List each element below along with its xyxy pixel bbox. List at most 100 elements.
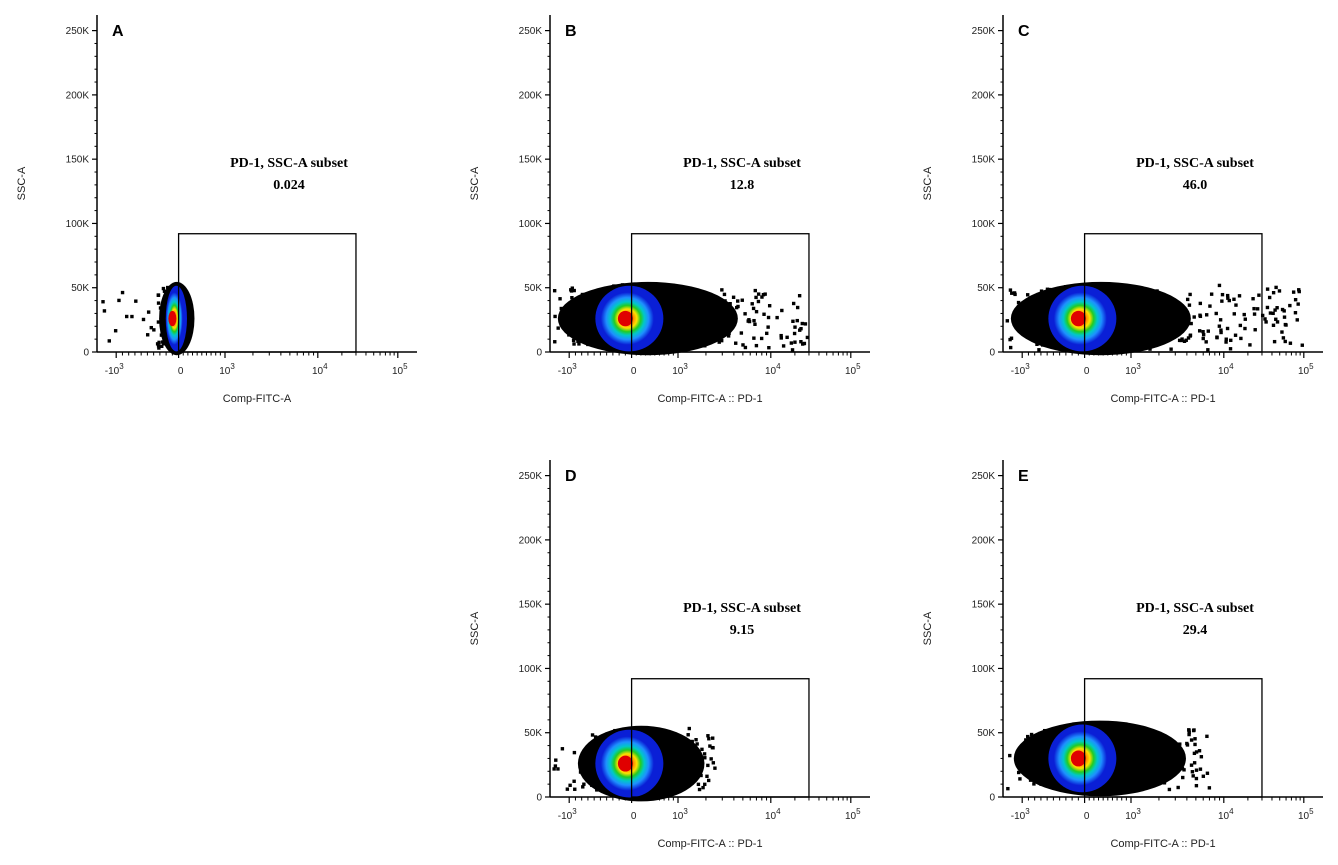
gate-name: PD-1, SSC-A subset [683, 156, 801, 171]
y-tick-label: 150K [972, 600, 996, 611]
event-dot [559, 306, 563, 311]
y-tick-label: 250K [66, 26, 90, 37]
event-dot [577, 342, 581, 346]
event-dot [1187, 728, 1191, 733]
event-dot [1189, 321, 1193, 326]
y-tick-label: 100K [972, 219, 996, 230]
event-dot [1275, 306, 1279, 310]
y-tick-label: 50K [71, 283, 89, 294]
event-dot [572, 750, 577, 755]
event-dot [1288, 341, 1293, 345]
event-dot [1197, 749, 1202, 753]
event-dot [754, 343, 759, 348]
event-dot [1006, 786, 1010, 791]
event-dot [767, 304, 772, 308]
event-dot [1219, 330, 1223, 335]
density-peak [168, 310, 177, 327]
event-dot [795, 305, 800, 310]
event-dot [753, 322, 757, 327]
event-dot [751, 306, 756, 311]
event-dot [1178, 742, 1182, 746]
event-dot [117, 298, 121, 303]
event-dot [572, 342, 576, 346]
x-tick-label: 0 [631, 811, 637, 822]
event-dot [1296, 302, 1300, 306]
event-dot [1184, 338, 1188, 342]
event-dot [703, 756, 707, 760]
event-dot [792, 331, 797, 336]
event-dot [1207, 786, 1212, 790]
event-dot [736, 304, 740, 309]
event-dot [1280, 330, 1284, 334]
gate-rectangle [1083, 678, 1263, 798]
gate-rectangle [630, 678, 810, 798]
event-dot [1260, 313, 1265, 318]
event-dot [803, 322, 808, 326]
event-dot [565, 787, 570, 791]
event-dot [1201, 329, 1205, 334]
event-dot [572, 779, 576, 783]
event-dot [1186, 336, 1191, 340]
event-dot [162, 289, 167, 293]
event-dot [701, 785, 705, 790]
event-dot [1182, 339, 1187, 343]
event-dot [1025, 734, 1030, 739]
event-dot [1220, 299, 1224, 303]
event-dot [590, 733, 595, 737]
event-dot [1192, 315, 1196, 319]
event-dot [1177, 338, 1182, 343]
panel-e: 0 50K 100K 150K 200K 250K -103 0 103 104 105 Comp-F… [922, 460, 1323, 850]
event-dot [581, 785, 585, 789]
event-dot [558, 297, 562, 301]
event-dot [793, 325, 797, 329]
event-dot [753, 288, 757, 293]
event-dot [1010, 291, 1014, 295]
event-dot [1190, 770, 1195, 774]
event-dot [1016, 770, 1021, 775]
event-dot [1218, 318, 1223, 322]
event-dot [1189, 738, 1194, 742]
event-dot [1192, 728, 1196, 732]
x-tick-label: 0 [631, 366, 637, 377]
event-dot [1283, 339, 1287, 344]
event-dot [1297, 288, 1301, 292]
event-dot [713, 766, 717, 770]
y-tick-label: 100K [66, 219, 90, 230]
y-tick-label: 150K [519, 600, 543, 611]
event-dot [722, 292, 727, 297]
event-dot [152, 328, 156, 332]
event-dot [1227, 298, 1231, 303]
event-dot [156, 320, 161, 324]
y-tick-label: 200K [519, 535, 543, 546]
event-dot [560, 747, 565, 751]
y-tick-label: 0 [536, 793, 542, 804]
event-dot [556, 326, 560, 330]
event-dot [800, 321, 804, 326]
y-tick-label: 200K [519, 90, 543, 101]
event-dot [1208, 304, 1212, 308]
event-dot [1215, 335, 1219, 339]
event-dot [750, 302, 754, 306]
gate-percent: 9.15 [730, 623, 755, 638]
gate-rectangle [630, 233, 810, 353]
x-tick-label: 104 [1218, 807, 1234, 822]
panel-letter: B [565, 23, 577, 40]
event-dot [706, 763, 710, 768]
event-dot [1187, 730, 1191, 735]
x-tick-label: 105 [1298, 362, 1314, 377]
event-dot [1201, 336, 1205, 341]
x-tick-label: -103 [1011, 362, 1030, 377]
event-dot [1224, 337, 1228, 341]
event-dot [1238, 323, 1243, 328]
event-dot [739, 331, 744, 335]
event-dot [1234, 303, 1238, 307]
x-tick-label: 103 [672, 807, 688, 822]
event-dot [1232, 297, 1236, 301]
event-dot [1214, 311, 1218, 316]
event-dot [708, 744, 712, 748]
event-dot [1191, 774, 1195, 778]
event-dot [156, 301, 161, 305]
event-dot [1201, 332, 1206, 337]
y-tick-label: 150K [519, 155, 543, 166]
event-dot [1205, 734, 1209, 739]
